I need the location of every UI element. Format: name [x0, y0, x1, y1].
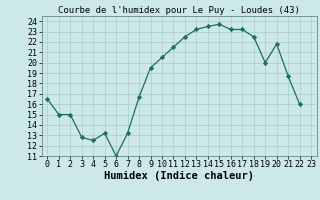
X-axis label: Humidex (Indice chaleur): Humidex (Indice chaleur): [104, 171, 254, 181]
Title: Courbe de l'humidex pour Le Puy - Loudes (43): Courbe de l'humidex pour Le Puy - Loudes…: [58, 6, 300, 15]
